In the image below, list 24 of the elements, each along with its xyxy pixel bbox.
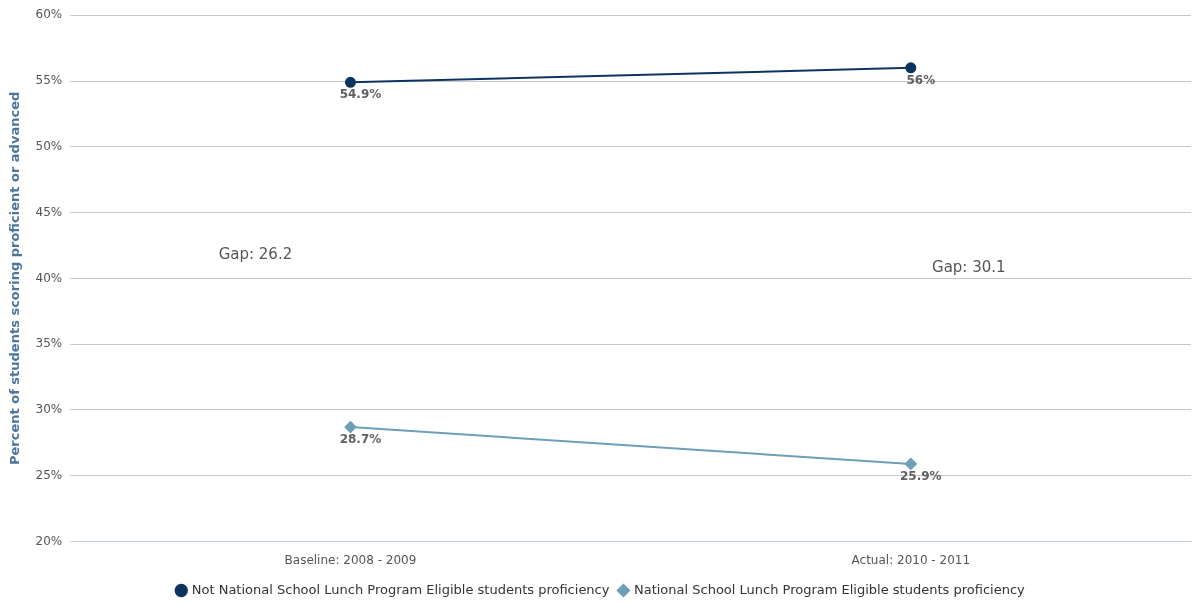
point [904, 457, 917, 470]
point [344, 76, 356, 88]
annotation: Gap: 26.2 [218, 244, 293, 263]
y-axis-title: Percent of students scoring proficient or advanced [7, 91, 23, 466]
y-tick-label: 30% [35, 402, 63, 417]
point [905, 62, 917, 74]
point [344, 421, 357, 434]
legend-label: National School Lunch Program Eligible students proficiency [633, 581, 1026, 597]
x-tick-label: Baseline: 2008 - 2009 [284, 552, 417, 567]
y-tick-label: 45% [35, 204, 63, 219]
annotation: Gap: 30.1 [932, 257, 1006, 276]
data-label: 56% [906, 72, 936, 87]
x-tick-label: Actual: 2010 - 2011 [851, 552, 971, 567]
y-tick-label: 20% [35, 533, 63, 548]
y-tick-label: 25% [35, 467, 63, 482]
y-tick-label: 55% [35, 73, 63, 88]
y-tick-label: 35% [35, 336, 63, 351]
y-tick-label: 60% [35, 7, 63, 22]
y-tick-label: 40% [35, 270, 63, 285]
legend-label: Not National School Lunch Program Eligible students proficiency [191, 581, 610, 597]
data-label: 28.7% [339, 432, 382, 447]
y-tick-label: 50% [35, 138, 63, 153]
data-label: 54.9% [339, 87, 382, 102]
data-label: 25.9% [900, 469, 942, 484]
